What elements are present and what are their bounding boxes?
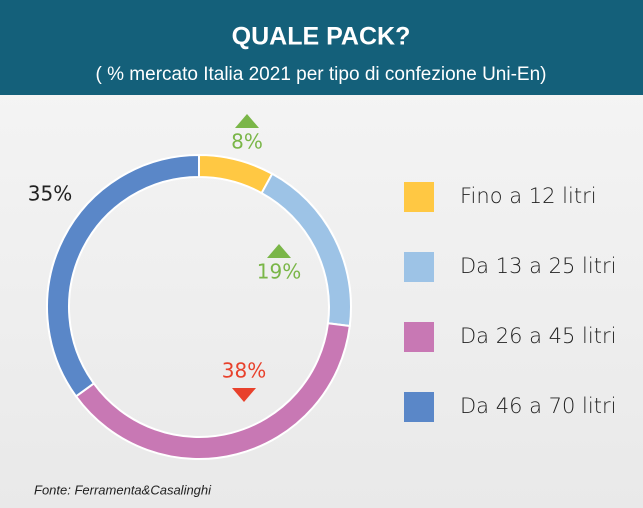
chart-title: QUALE PACK? [232, 23, 411, 51]
legend-label: Da 46 a 70 litri [460, 394, 616, 418]
trend-up [267, 244, 291, 258]
data-label: 8% [231, 130, 263, 154]
data-label: 35% [28, 182, 72, 206]
header [0, 0, 643, 95]
trend-down [232, 388, 256, 402]
legend-label: Da 13 a 25 litri [460, 254, 616, 278]
legend-label: Da 26 a 45 litri [460, 324, 616, 348]
legend-swatch [404, 322, 434, 352]
legend-swatch [404, 252, 434, 282]
data-label: 19% [257, 260, 301, 284]
legend-swatch [404, 392, 434, 422]
chart-subtitle: ( % mercato Italia 2021 per tipo di conf… [96, 64, 547, 85]
donut-segment [46, 153, 200, 398]
trend-up [235, 114, 259, 128]
legend-swatch [404, 182, 434, 212]
data-label: 38% [222, 359, 266, 383]
legend-label: Fino a 12 litri [460, 184, 597, 208]
source: Fonte: Ferramenta&Casalinghi [34, 482, 212, 497]
